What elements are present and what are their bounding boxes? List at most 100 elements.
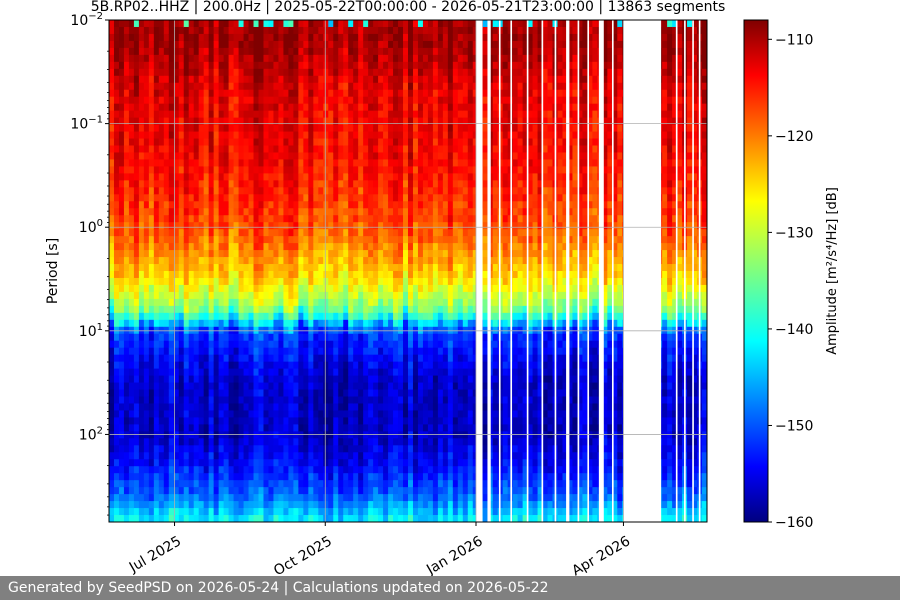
heatmap-cell xyxy=(403,466,409,474)
heatmap-cell xyxy=(233,103,240,112)
heatmap-cell xyxy=(248,215,255,223)
heatmap-cell xyxy=(308,96,314,105)
heatmap-cell xyxy=(153,291,160,300)
heatmap-cell xyxy=(363,250,369,258)
heatmap-cell xyxy=(437,68,444,77)
heatmap-cell xyxy=(143,480,150,488)
heatmap-cell xyxy=(447,347,454,356)
heatmap-cell xyxy=(298,396,304,405)
heatmap-cell xyxy=(143,138,150,147)
heatmap-cell xyxy=(383,152,389,161)
heatmap-cell xyxy=(398,354,404,363)
heatmap-cell xyxy=(233,494,240,502)
heatmap-cell xyxy=(427,145,434,154)
heatmap-cell xyxy=(437,368,444,377)
heatmap-cell xyxy=(338,452,344,460)
heatmap-cell xyxy=(138,82,145,91)
heatmap-cell xyxy=(243,54,250,63)
heatmap-cell xyxy=(363,117,369,126)
heatmap-cell xyxy=(298,487,304,495)
heatmap-cell xyxy=(268,333,275,342)
heatmap-cell xyxy=(393,291,399,300)
heatmap-cell xyxy=(318,33,324,42)
heatmap-cell xyxy=(208,180,215,188)
heatmap-cell xyxy=(348,389,354,398)
heatmap-cell xyxy=(238,340,245,349)
heatmap-cell xyxy=(173,264,180,272)
heatmap-cell xyxy=(338,40,344,49)
heatmap-cell xyxy=(358,194,364,202)
heatmap-cell xyxy=(268,138,275,147)
heatmap-cell xyxy=(228,152,235,161)
heatmap-cell xyxy=(363,82,369,91)
heatmap-cell xyxy=(328,257,334,265)
heatmap-cell xyxy=(238,487,245,495)
heatmap-cell xyxy=(408,354,414,363)
heatmap-cell xyxy=(263,47,270,56)
heatmap-cell xyxy=(393,271,399,279)
heatmap-cell xyxy=(158,445,165,453)
heatmap-cell xyxy=(153,487,160,495)
heatmap-cell xyxy=(188,201,195,209)
heatmap-cell xyxy=(208,96,215,105)
heatmap-cell xyxy=(248,319,255,328)
heatmap-cell xyxy=(388,305,394,314)
heatmap-cell xyxy=(373,96,379,105)
heatmap-cell xyxy=(143,173,150,181)
heatmap-cell xyxy=(193,68,200,77)
heatmap-cell xyxy=(128,187,135,195)
heatmap-cell xyxy=(412,187,419,195)
heatmap-cell xyxy=(348,131,354,140)
heatmap-cell xyxy=(118,305,125,314)
heatmap-cell xyxy=(183,145,190,154)
heatmap-cell xyxy=(417,96,424,105)
heatmap-cell xyxy=(133,271,140,279)
heatmap-cell xyxy=(398,194,404,202)
heatmap-cell xyxy=(403,508,409,516)
heatmap-cell xyxy=(288,187,294,195)
heatmap-cell xyxy=(358,333,364,342)
heatmap-cell xyxy=(278,26,285,35)
heatmap-cell xyxy=(338,236,344,244)
heatmap-cell xyxy=(353,473,359,481)
heatmap-cell xyxy=(273,319,280,328)
heatmap-cell xyxy=(173,166,180,174)
heatmap-cell xyxy=(128,82,135,91)
heatmap-cell xyxy=(143,33,150,42)
heatmap-cell xyxy=(388,33,394,42)
heatmap-cell xyxy=(427,89,434,98)
heatmap-cell xyxy=(353,382,359,391)
heatmap-cell xyxy=(243,494,250,502)
heatmap-cell xyxy=(408,68,414,77)
heatmap-cell xyxy=(403,333,409,342)
heatmap-cell xyxy=(283,96,289,105)
heatmap-cell xyxy=(343,375,349,384)
heatmap-cell xyxy=(437,473,444,481)
heatmap-cell xyxy=(133,33,140,42)
heatmap-cell xyxy=(273,487,280,495)
heatmap-cell xyxy=(168,277,175,286)
heatmap-cell xyxy=(313,250,319,258)
heatmap-cell xyxy=(203,208,210,216)
heatmap-cell xyxy=(427,131,434,140)
heatmap-cell xyxy=(393,382,399,391)
heatmap-cell xyxy=(417,410,424,419)
heatmap-cell xyxy=(248,187,255,195)
heatmap-cell xyxy=(268,229,275,237)
heatmap-cell xyxy=(248,312,255,321)
heatmap-cell xyxy=(248,33,255,42)
heatmap-cell xyxy=(183,494,190,502)
heatmap-cell xyxy=(143,187,150,195)
heatmap-cell xyxy=(238,277,245,286)
heatmap-cell xyxy=(417,33,424,42)
heatmap-cell xyxy=(383,271,389,279)
heatmap-cell xyxy=(303,215,309,223)
heatmap-cell xyxy=(148,459,155,467)
heatmap-cell xyxy=(442,501,449,509)
heatmap-cell xyxy=(153,103,160,112)
heatmap-cell xyxy=(143,75,150,84)
heatmap-cell xyxy=(432,89,439,98)
heatmap-cell xyxy=(437,145,444,154)
heatmap-cell xyxy=(228,40,235,49)
heatmap-cell xyxy=(208,215,215,223)
